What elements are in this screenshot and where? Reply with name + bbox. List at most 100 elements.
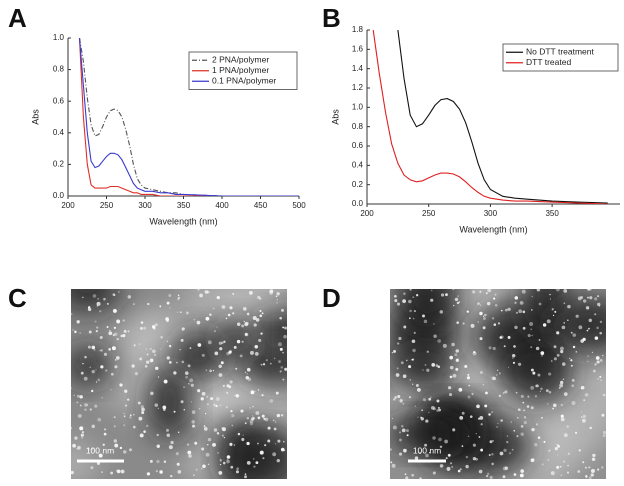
particle: [181, 327, 185, 331]
particle: [276, 292, 280, 296]
particle: [435, 364, 439, 367]
particle: [425, 419, 429, 423]
particle: [467, 395, 471, 399]
particle: [282, 378, 285, 381]
particle: [141, 411, 145, 415]
y-tick-label: 0.0: [53, 191, 65, 200]
particle: [184, 371, 189, 375]
particle: [445, 457, 448, 460]
particle: [81, 431, 85, 434]
y-tick-label: 0.0: [352, 199, 364, 208]
particle: [594, 313, 597, 316]
particle: [552, 314, 555, 317]
particle: [406, 429, 409, 432]
particle: [222, 427, 226, 432]
particle: [274, 443, 277, 445]
particle: [176, 462, 180, 466]
particle: [249, 419, 254, 423]
particle: [482, 384, 484, 386]
particle: [586, 329, 589, 332]
particle: [457, 469, 461, 473]
particle: [587, 327, 590, 330]
particle: [545, 389, 549, 393]
particle: [81, 436, 83, 439]
particle: [512, 361, 516, 364]
particle: [103, 297, 106, 301]
particle: [563, 460, 566, 463]
particle: [415, 384, 419, 387]
particle: [279, 316, 283, 320]
particle: [154, 323, 158, 327]
particle: [587, 360, 589, 363]
particle: [492, 346, 496, 351]
particle: [124, 389, 128, 393]
particle: [74, 330, 77, 334]
particle: [412, 383, 414, 385]
particle: [113, 326, 117, 329]
particle: [391, 417, 394, 420]
particle: [80, 433, 84, 437]
particle: [143, 430, 146, 433]
particle: [179, 311, 182, 314]
particle: [394, 396, 397, 399]
particle: [566, 425, 569, 428]
particle: [192, 424, 196, 428]
particle: [140, 326, 143, 330]
particle: [222, 384, 225, 387]
particle: [79, 332, 82, 334]
particle: [274, 421, 277, 423]
particle: [530, 328, 533, 331]
particle: [577, 296, 582, 301]
particle: [527, 395, 530, 398]
particle: [557, 444, 560, 448]
particle: [94, 404, 98, 408]
particle: [478, 417, 480, 420]
particle: [518, 309, 523, 314]
particle: [244, 422, 247, 425]
particle: [197, 389, 201, 393]
particle: [480, 448, 484, 452]
particle: [417, 416, 419, 418]
particle: [422, 398, 426, 402]
particle: [584, 393, 589, 397]
particle: [269, 291, 273, 295]
particle: [205, 369, 208, 372]
particle: [421, 409, 423, 412]
particle: [92, 294, 97, 298]
particle: [179, 348, 181, 351]
particle: [578, 449, 581, 452]
particle: [479, 337, 483, 341]
particle: [497, 422, 499, 425]
particle: [599, 375, 602, 378]
particle: [582, 461, 585, 464]
particle: [600, 379, 602, 381]
particle: [546, 319, 551, 324]
particle: [403, 325, 407, 329]
particle: [560, 403, 563, 407]
particle: [539, 390, 542, 393]
particle: [283, 334, 287, 339]
particle: [175, 452, 179, 456]
particle: [569, 357, 571, 360]
particle: [549, 293, 551, 296]
particle: [187, 450, 192, 455]
particle: [191, 420, 195, 424]
particle: [523, 409, 525, 412]
particle: [497, 322, 501, 325]
particle: [406, 434, 409, 437]
particle: [212, 369, 215, 372]
particle: [249, 291, 253, 295]
particle: [153, 353, 157, 357]
particle: [473, 351, 476, 354]
texture: [71, 348, 110, 385]
particle: [504, 466, 509, 470]
particle: [122, 334, 126, 338]
particle: [76, 401, 79, 404]
particle: [449, 375, 453, 379]
particle: [260, 332, 263, 335]
particle: [261, 394, 264, 397]
particle: [236, 339, 241, 344]
particle: [79, 395, 83, 399]
particle: [538, 339, 541, 341]
particle: [485, 391, 488, 395]
